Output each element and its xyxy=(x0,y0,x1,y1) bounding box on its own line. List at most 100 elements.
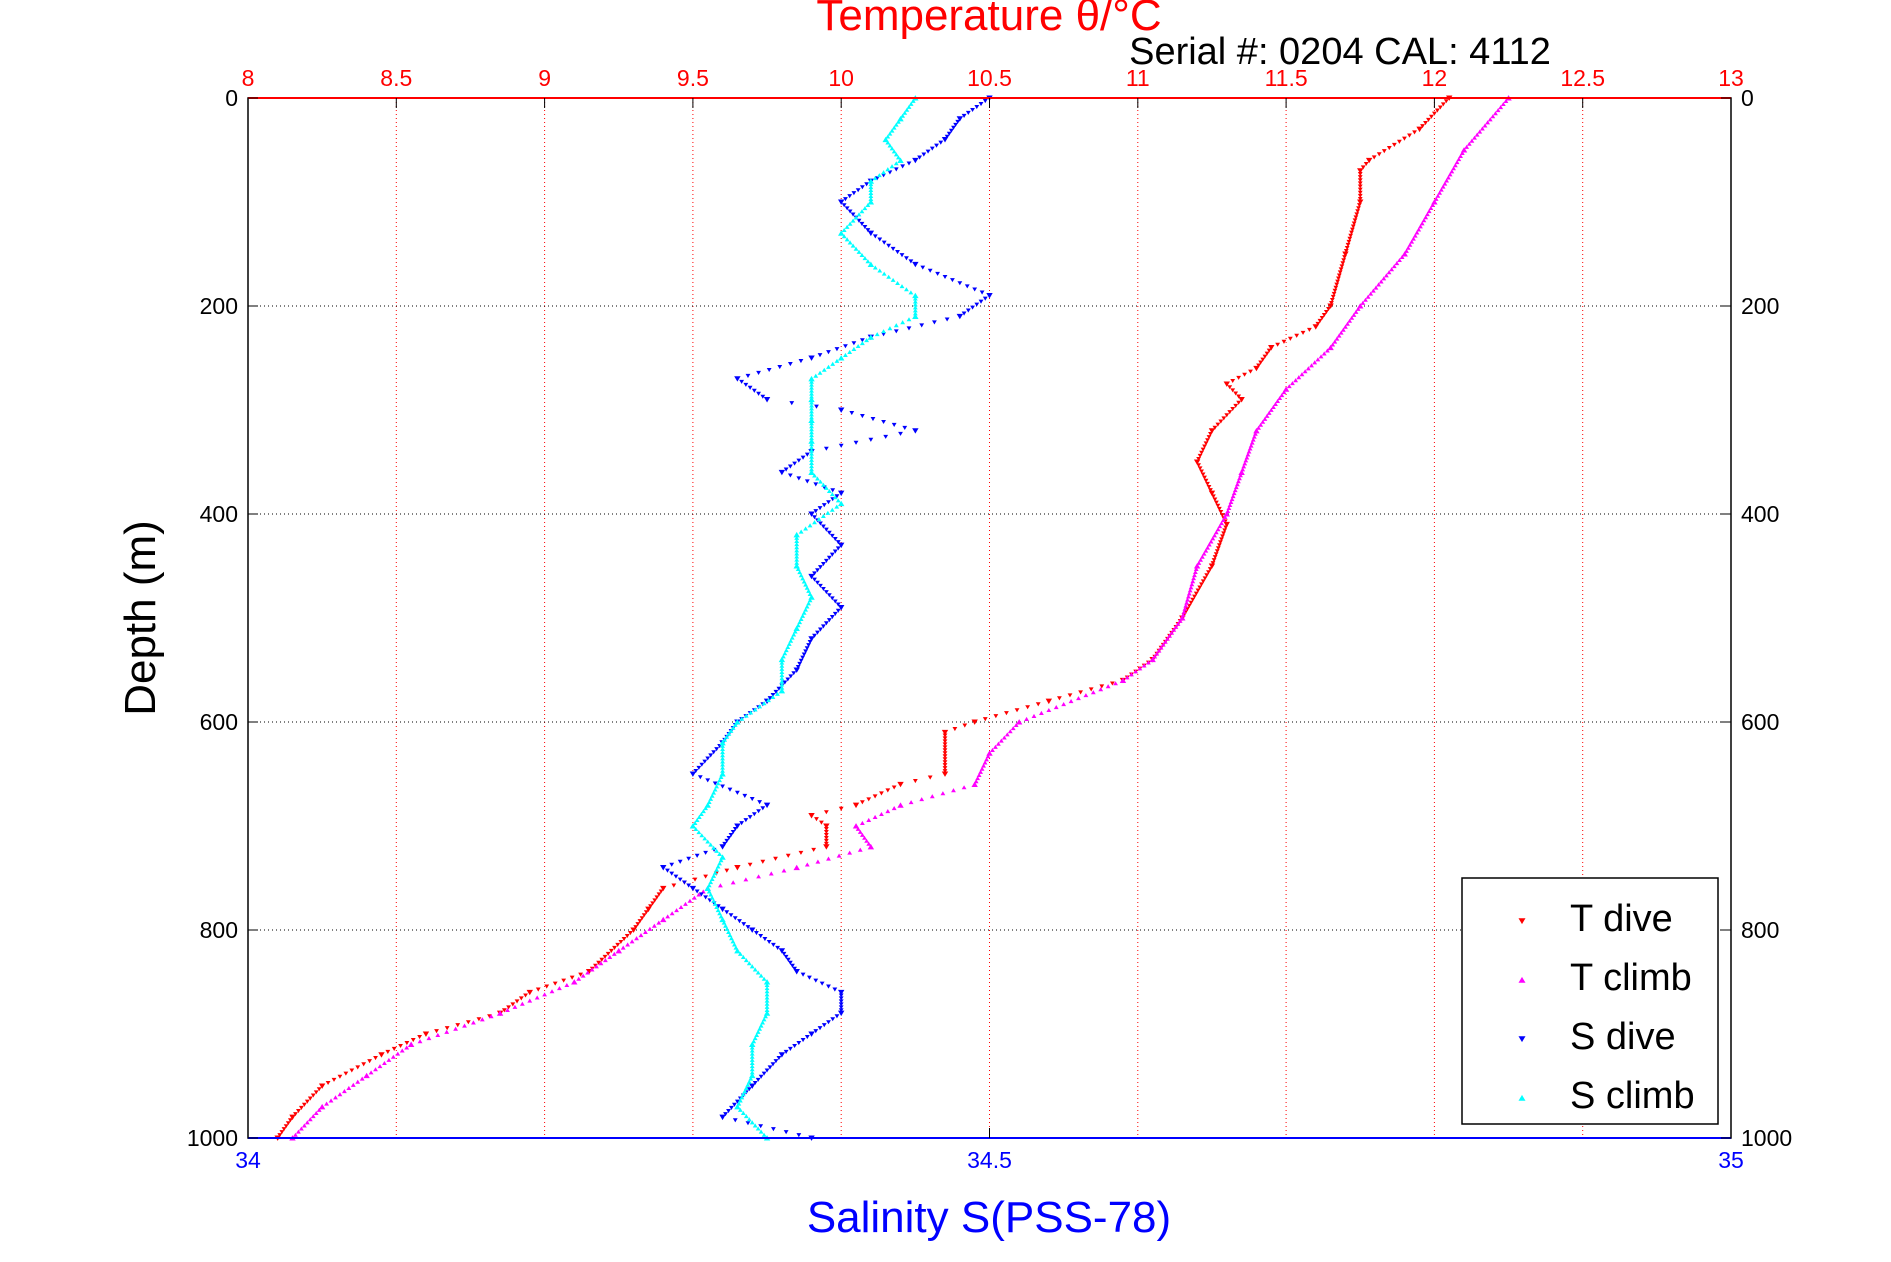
t-dive-point xyxy=(1057,696,1062,701)
t-dive-point xyxy=(1357,172,1363,177)
t-dive-point xyxy=(331,1077,337,1082)
t-dive-point xyxy=(1336,273,1342,278)
s-dive-point xyxy=(787,362,793,367)
t-climb-point xyxy=(993,744,998,749)
t-climb-point xyxy=(1169,630,1175,635)
s-dive-point xyxy=(755,1077,761,1082)
s-climb-point xyxy=(889,128,895,133)
t-dive-point xyxy=(1356,206,1361,211)
s-dive-point xyxy=(862,225,868,230)
t-climb-point xyxy=(971,781,978,787)
s-dive-point xyxy=(813,482,819,487)
s-dive-point xyxy=(965,308,971,313)
s-climb-point xyxy=(865,259,871,264)
s-climb-point xyxy=(881,271,887,276)
s-dive-point xyxy=(705,778,711,783)
t-dive-point xyxy=(465,1020,471,1025)
t-climb-point xyxy=(346,1085,352,1090)
t-climb-point xyxy=(1162,639,1168,644)
t-dive-point xyxy=(1200,447,1206,452)
s-dive-point xyxy=(944,317,950,322)
s-climb-point xyxy=(730,725,736,730)
t-climb-point xyxy=(512,1004,518,1009)
s-dive-point xyxy=(673,874,679,879)
t-climb-point xyxy=(1217,524,1223,529)
t-dive-point xyxy=(866,797,872,802)
s-dive-point xyxy=(734,790,740,795)
s-dive-point xyxy=(749,797,755,802)
s-dive-point xyxy=(838,993,844,998)
t-dive-point xyxy=(823,835,829,841)
t-dive-point xyxy=(1423,121,1428,126)
t-climb-point xyxy=(1173,624,1179,629)
s-climb-point xyxy=(798,529,804,534)
s-dive-point xyxy=(776,1056,782,1061)
t-dive-point xyxy=(1203,441,1209,446)
t-dive-point xyxy=(1213,552,1219,557)
s-dive-point xyxy=(792,461,797,466)
t-climb-point xyxy=(296,1129,301,1134)
t-dive-point xyxy=(1207,567,1213,572)
t-climb-point xyxy=(1244,455,1250,460)
s-dive-point xyxy=(752,1080,758,1086)
t-dive-point xyxy=(1200,472,1206,477)
s-dive-point xyxy=(812,515,817,520)
t-climb-point xyxy=(1437,190,1443,195)
t-climb-point xyxy=(1237,476,1242,481)
t-dive-point xyxy=(1212,497,1218,502)
t-dive-point xyxy=(1035,702,1041,707)
t-dive-point xyxy=(692,877,698,882)
t-climb-point xyxy=(1196,560,1202,565)
left-tick-label: 400 xyxy=(200,501,238,527)
s-climb-point xyxy=(876,173,882,178)
t-dive-point xyxy=(285,1121,291,1126)
s-dive-point xyxy=(723,1112,728,1117)
s-dive-point xyxy=(919,323,925,328)
s-dive-point xyxy=(789,401,795,406)
s-climb-point xyxy=(749,1054,755,1059)
t-dive-point xyxy=(1360,165,1366,170)
t-dive-point xyxy=(501,1008,507,1013)
t-climb-point xyxy=(656,920,662,925)
s-climb-point xyxy=(779,682,785,687)
t-climb-point xyxy=(1373,285,1379,290)
s-dive-point xyxy=(795,664,801,670)
s-climb-point xyxy=(748,1076,754,1081)
t-dive-point xyxy=(838,806,844,811)
t-climb-point xyxy=(527,998,533,1003)
s-dive-point xyxy=(766,367,772,373)
s-climb-point xyxy=(726,731,732,736)
t-dive-point xyxy=(1206,435,1212,440)
t-climb-point xyxy=(1416,227,1422,232)
s-climb-point xyxy=(890,277,896,282)
t-dive-point xyxy=(1437,105,1443,110)
t-climb-point xyxy=(1438,187,1444,192)
s-dive-point xyxy=(754,931,759,936)
s-dive-point xyxy=(893,167,899,172)
t-dive-point xyxy=(1275,342,1281,347)
s-climb-point xyxy=(847,349,853,354)
t-climb-point xyxy=(1228,499,1234,505)
s-dive-point xyxy=(763,397,771,403)
t-climb-point xyxy=(961,785,967,790)
t-dive-point xyxy=(615,942,621,948)
t-climb-point xyxy=(479,1017,485,1022)
t-climb-point xyxy=(1277,395,1283,401)
t-dive-point xyxy=(343,1071,349,1076)
t-dive-point xyxy=(1199,582,1204,587)
s-climb-point xyxy=(766,698,771,703)
s-climb-point xyxy=(708,892,714,897)
s-climb-point xyxy=(823,485,829,490)
s-climb-point xyxy=(746,1117,752,1122)
s-dive-point xyxy=(745,1121,751,1126)
s-dive-point xyxy=(705,756,711,761)
t-dive-point xyxy=(962,723,968,728)
t-dive-point xyxy=(1357,199,1364,205)
t-dive-point xyxy=(942,757,948,762)
t-climb-point xyxy=(1199,554,1205,559)
s-dive-point xyxy=(807,975,812,980)
t-dive-point xyxy=(279,1130,285,1135)
t-dive-point xyxy=(1212,555,1218,560)
t-climb-point xyxy=(1156,648,1162,653)
s-dive-point xyxy=(970,107,975,113)
